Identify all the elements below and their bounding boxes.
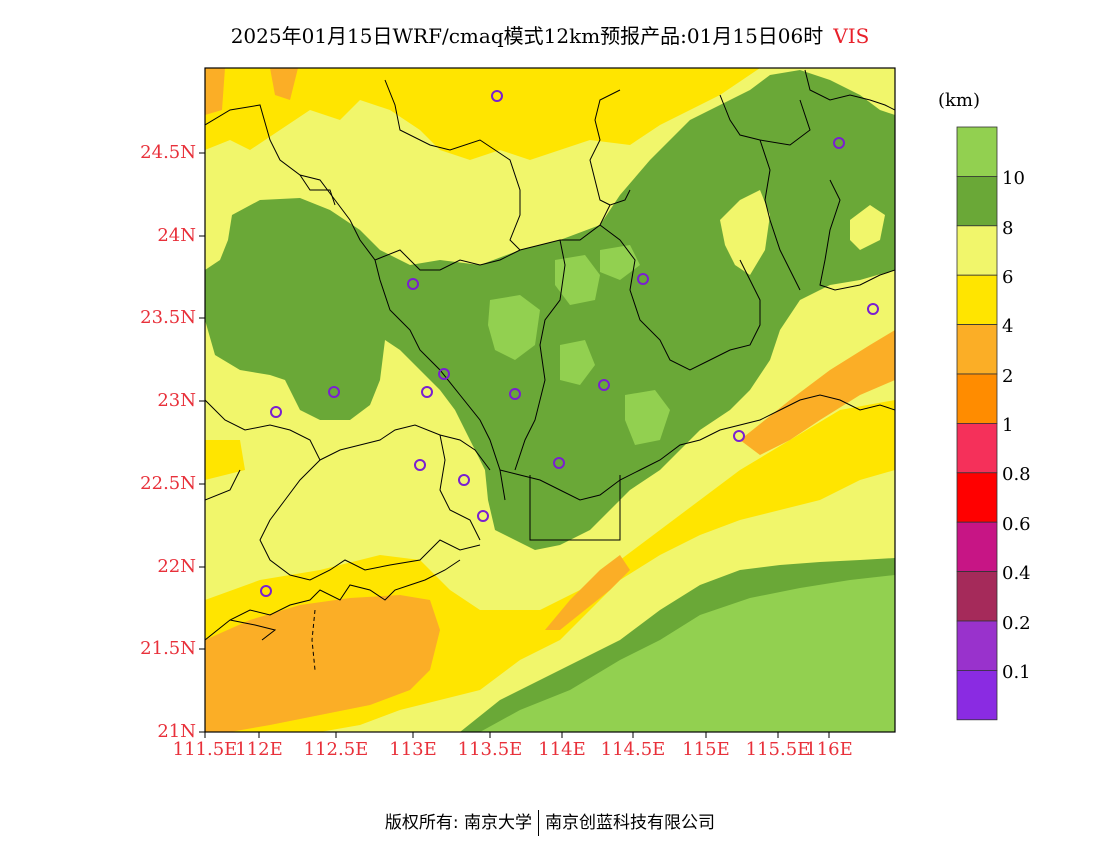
lat-label: 23N bbox=[157, 390, 196, 411]
city-marker bbox=[407, 278, 419, 290]
title-variable: VIS bbox=[833, 24, 870, 48]
boundary-lines bbox=[205, 69, 895, 671]
legend-label: 1 bbox=[1002, 415, 1014, 436]
lon-label: 115.5E bbox=[745, 739, 811, 760]
legend-swatch bbox=[956, 324, 998, 375]
lon-label: 113E bbox=[389, 739, 437, 760]
vis-zone-10km-patch-2 bbox=[555, 255, 600, 305]
vis-zone-10km-sea bbox=[480, 575, 895, 732]
legend-swatch bbox=[956, 274, 998, 326]
lat-label: 21.5N bbox=[140, 638, 196, 659]
legend-label: 6 bbox=[1002, 267, 1014, 288]
legend-label: 10 bbox=[1002, 168, 1025, 189]
city-marker bbox=[491, 90, 503, 102]
city-marker bbox=[414, 459, 426, 471]
legend-swatch bbox=[956, 670, 998, 721]
legend-swatch bbox=[956, 521, 998, 573]
vis-zone-4-6km-west bbox=[205, 440, 245, 480]
city-marker bbox=[598, 379, 610, 391]
city-marker bbox=[260, 585, 272, 597]
lon-label: 115E bbox=[682, 739, 730, 760]
legend-unit: (km) bbox=[938, 90, 981, 111]
city-marker bbox=[477, 510, 489, 522]
vis-zone-10km-patch-1 bbox=[488, 295, 540, 360]
lat-label: 22.5N bbox=[140, 473, 196, 494]
city-marker bbox=[438, 368, 450, 380]
lon-label: 112E bbox=[235, 739, 283, 760]
vis-zone-8-10km-land bbox=[205, 70, 895, 550]
vis-zone-10km-patch-3 bbox=[560, 340, 595, 385]
legend-swatch bbox=[956, 422, 998, 474]
map-frame bbox=[204, 67, 896, 733]
legend-label: 4 bbox=[1002, 316, 1014, 337]
map-fill-layer bbox=[205, 68, 895, 732]
legend-colorbar bbox=[956, 126, 998, 721]
footer: 版权所有: 南京大学 南京创蓝科技有限公司 bbox=[0, 808, 1100, 836]
legend-swatch bbox=[956, 175, 998, 227]
legend-swatch bbox=[956, 126, 998, 177]
legend-label: 0.2 bbox=[1002, 613, 1031, 634]
lon-label: 112.5E bbox=[303, 739, 369, 760]
legend-swatch bbox=[956, 373, 998, 424]
lat-label: 23.5N bbox=[140, 307, 196, 328]
lat-label: 21N bbox=[157, 721, 196, 742]
city-marker bbox=[458, 474, 470, 486]
footer-divider bbox=[538, 810, 540, 836]
legend-label: 0.8 bbox=[1002, 464, 1031, 485]
axis-ticks bbox=[199, 152, 830, 738]
legend-label: 0.6 bbox=[1002, 514, 1031, 535]
vis-zone-2-4km-nw bbox=[205, 68, 225, 115]
vis-zone-4-6km-north bbox=[205, 68, 760, 160]
legend-swatch bbox=[956, 472, 998, 523]
legend-swatch bbox=[956, 225, 998, 276]
city-marker bbox=[509, 388, 521, 400]
legend-label: 8 bbox=[1002, 218, 1014, 239]
lat-label: 24N bbox=[157, 225, 196, 246]
city-marker bbox=[328, 386, 340, 398]
city-marker bbox=[421, 386, 433, 398]
lon-label: 114E bbox=[538, 739, 586, 760]
chart-title: 2025年01月15日WRF/cmaq模式12km预报产品:01月15日06时 V… bbox=[0, 20, 1100, 49]
legend-swatch bbox=[956, 620, 998, 671]
lon-label: 114.5E bbox=[600, 739, 666, 760]
vis-zone-2-4km-mid bbox=[545, 555, 630, 630]
vis-zone-6-8km-east-2 bbox=[850, 205, 885, 250]
city-markers bbox=[260, 90, 879, 597]
city-marker bbox=[270, 406, 282, 418]
legend-label: 0.1 bbox=[1002, 662, 1031, 683]
city-marker bbox=[553, 457, 565, 469]
city-marker bbox=[867, 303, 879, 315]
lat-label: 22N bbox=[157, 556, 196, 577]
title-main: 2025年01月15日WRF/cmaq模式12km预报产品:01月15日06时 bbox=[230, 24, 824, 48]
vis-zone-6-8km-east-1 bbox=[720, 190, 770, 275]
lat-label: 24.5N bbox=[140, 142, 196, 163]
city-marker bbox=[833, 137, 845, 149]
city-marker bbox=[637, 273, 649, 285]
vis-zone-10km-patch-4 bbox=[625, 390, 670, 445]
legend-label: 0.4 bbox=[1002, 563, 1031, 584]
vis-zone-2-4km-n bbox=[270, 68, 298, 100]
footer-copyright: 版权所有: 南京大学 bbox=[384, 813, 533, 833]
city-marker bbox=[733, 430, 745, 442]
lon-label: 116E bbox=[805, 739, 853, 760]
legend-swatch bbox=[956, 571, 998, 622]
vis-zone-2-4km-sw bbox=[205, 595, 440, 732]
legend-label: 2 bbox=[1002, 366, 1014, 387]
footer-company: 南京创蓝科技有限公司 bbox=[545, 813, 716, 833]
vis-zone-2-4km-east bbox=[740, 330, 895, 455]
lon-label: 111.5E bbox=[172, 739, 238, 760]
lon-label: 113.5E bbox=[457, 739, 523, 760]
